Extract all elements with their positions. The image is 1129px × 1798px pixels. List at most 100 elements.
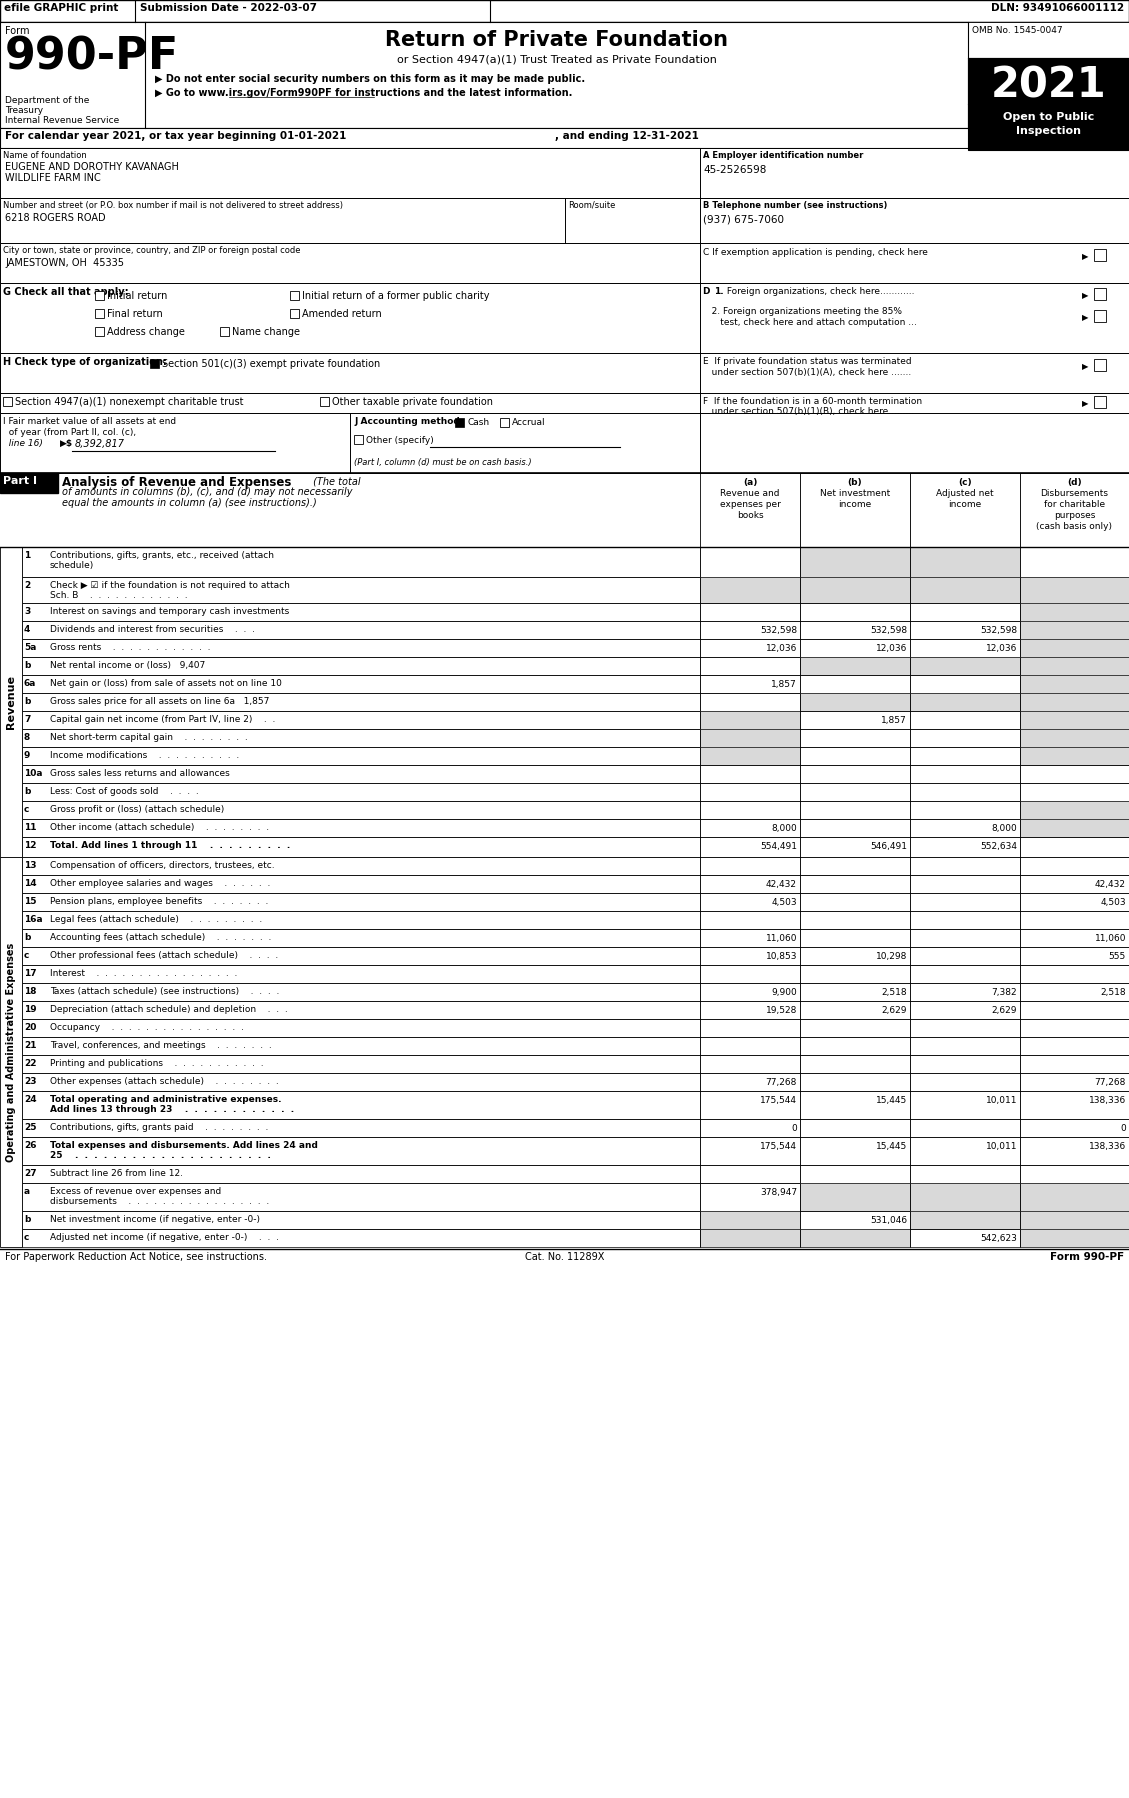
Bar: [1019, 930, 1129, 948]
Text: 8,392,817: 8,392,817: [75, 439, 125, 450]
Bar: [1019, 656, 1129, 674]
Bar: [1019, 710, 1129, 728]
Bar: [800, 547, 910, 577]
Text: 19: 19: [24, 1005, 36, 1014]
Bar: [1019, 1183, 1129, 1212]
Bar: [800, 656, 910, 674]
Bar: [910, 473, 1019, 547]
Text: 16a: 16a: [24, 915, 43, 924]
Text: 11,060: 11,060: [765, 933, 797, 942]
Bar: [0, 198, 1129, 243]
Bar: [1019, 602, 1129, 620]
Bar: [700, 1136, 800, 1165]
Text: Open to Public: Open to Public: [1003, 111, 1094, 122]
Text: Foreign organizations, check here............: Foreign organizations, check here.......…: [724, 288, 914, 297]
Text: 2,518: 2,518: [1101, 987, 1126, 998]
Text: 552,634: 552,634: [980, 841, 1017, 850]
Bar: [1019, 782, 1129, 800]
Bar: [700, 1212, 800, 1230]
Text: b: b: [24, 933, 30, 942]
Text: Adjusted net income (if negative, enter -0-)    .  .  .: Adjusted net income (if negative, enter …: [50, 1233, 279, 1242]
Text: Other (specify): Other (specify): [366, 435, 434, 444]
Text: Gross rents    .  .  .  .  .  .  .  .  .  .  .  .: Gross rents . . . . . . . . . . . .: [50, 644, 210, 653]
Bar: [21, 577, 700, 602]
Text: Department of the: Department of the: [5, 95, 89, 104]
Text: under section 507(b)(1)(B), check here ........: under section 507(b)(1)(B), check here .…: [703, 406, 914, 415]
Text: 6218 ROGERS ROAD: 6218 ROGERS ROAD: [5, 212, 106, 223]
Text: Initial return of a former public charity: Initial return of a former public charit…: [301, 291, 490, 300]
Text: 9,900: 9,900: [771, 987, 797, 998]
Text: 7: 7: [24, 716, 30, 725]
Bar: [800, 1118, 910, 1136]
Bar: [910, 912, 1019, 930]
Bar: [21, 692, 700, 710]
Bar: [800, 1230, 910, 1248]
Text: 138,336: 138,336: [1088, 1097, 1126, 1106]
Text: City or town, state or province, country, and ZIP or foreign postal code: City or town, state or province, country…: [3, 246, 300, 255]
Text: Compensation of officers, directors, trustees, etc.: Compensation of officers, directors, tru…: [50, 861, 274, 870]
Text: OMB No. 1545-0047: OMB No. 1545-0047: [972, 25, 1062, 34]
Text: books: books: [737, 511, 763, 520]
Bar: [1094, 360, 1106, 370]
Text: 11: 11: [24, 823, 36, 832]
Bar: [910, 1212, 1019, 1230]
Bar: [700, 930, 800, 948]
Text: under section 507(b)(1)(A), check here .......: under section 507(b)(1)(A), check here .…: [703, 369, 911, 378]
Bar: [910, 638, 1019, 656]
Text: Initial return: Initial return: [107, 291, 167, 300]
Bar: [910, 728, 1019, 746]
Bar: [21, 728, 700, 746]
Text: 1,857: 1,857: [882, 716, 907, 725]
Text: 19,528: 19,528: [765, 1007, 797, 1016]
Bar: [700, 948, 800, 966]
Text: 14: 14: [24, 879, 36, 888]
Bar: [800, 1001, 910, 1019]
Text: Gross sales less returns and allowances: Gross sales less returns and allowances: [50, 770, 229, 779]
Text: Net rental income or (loss)   9,407: Net rental income or (loss) 9,407: [50, 662, 205, 671]
Bar: [21, 620, 700, 638]
Bar: [700, 1212, 800, 1230]
Bar: [1019, 1183, 1129, 1212]
Bar: [1019, 674, 1129, 692]
Bar: [910, 1165, 1019, 1183]
Bar: [95, 327, 104, 336]
Bar: [700, 764, 800, 782]
Bar: [700, 1230, 800, 1248]
Text: Contributions, gifts, grants, etc., received (attach
schedule): Contributions, gifts, grants, etc., rece…: [50, 550, 274, 570]
Text: Submission Date - 2022-03-07: Submission Date - 2022-03-07: [140, 4, 317, 13]
Bar: [700, 1073, 800, 1091]
Bar: [800, 1073, 910, 1091]
Text: 2,629: 2,629: [882, 1007, 907, 1016]
Text: Form 990-PF: Form 990-PF: [1050, 1251, 1124, 1262]
Text: Form: Form: [5, 25, 29, 36]
Bar: [21, 1230, 700, 1248]
Bar: [21, 764, 700, 782]
Text: (b): (b): [848, 478, 863, 487]
Bar: [700, 1055, 800, 1073]
Text: 12,036: 12,036: [876, 644, 907, 653]
Bar: [1019, 1212, 1129, 1230]
Text: b: b: [24, 662, 30, 671]
Text: Interest on savings and temporary cash investments: Interest on savings and temporary cash i…: [50, 608, 289, 617]
Text: D: D: [703, 288, 714, 297]
Bar: [700, 1118, 800, 1136]
Bar: [700, 638, 800, 656]
Bar: [1019, 800, 1129, 820]
Bar: [910, 577, 1019, 602]
Bar: [1019, 764, 1129, 782]
Bar: [800, 1136, 910, 1165]
Bar: [800, 1165, 910, 1183]
Bar: [1019, 966, 1129, 984]
Bar: [3, 397, 12, 406]
Text: J Accounting method:: J Accounting method:: [355, 417, 463, 426]
Bar: [21, 820, 700, 838]
Bar: [1019, 800, 1129, 820]
Text: DLN: 93491066001112: DLN: 93491066001112: [991, 4, 1124, 13]
Text: purposes: purposes: [1053, 511, 1095, 520]
Bar: [700, 984, 800, 1001]
Bar: [800, 984, 910, 1001]
Text: or Section 4947(a)(1) Trust Treated as Private Foundation: or Section 4947(a)(1) Trust Treated as P…: [396, 54, 717, 65]
Bar: [0, 414, 1129, 473]
Bar: [1094, 396, 1106, 408]
Bar: [910, 674, 1019, 692]
